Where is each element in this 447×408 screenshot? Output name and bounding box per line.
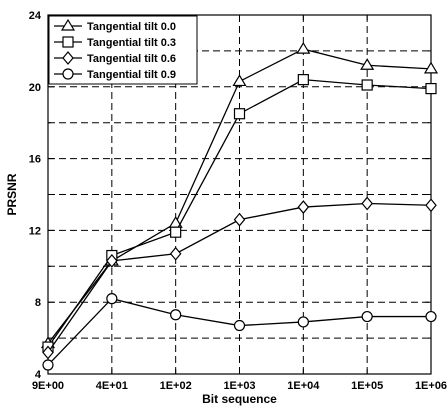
- legend-marker-square: [62, 36, 74, 48]
- x-tick-label: 1E+06: [415, 380, 447, 392]
- data-point-triangle: [360, 58, 375, 70]
- data-point-diamond: [361, 196, 373, 211]
- y-tick-label: 16: [29, 154, 41, 166]
- data-point-diamond: [233, 212, 246, 227]
- data-point-diamond: [42, 345, 54, 360]
- y-tick-label: 4: [35, 369, 42, 381]
- y-tick-label: 20: [29, 82, 41, 94]
- x-tick-label: 1E+04: [287, 380, 320, 392]
- x-tick-label: 1E+05: [351, 380, 383, 392]
- x-tick-label: 4E+01: [96, 380, 128, 392]
- y-tick-label: 8: [35, 297, 41, 309]
- x-tick-label: 1E+02: [160, 380, 192, 392]
- data-point-triangle: [232, 74, 247, 87]
- legend-marker-circle: [62, 68, 74, 80]
- legend-label: Tangential tilt 0.0: [87, 21, 176, 33]
- legend-box: [48, 15, 198, 85]
- data-point-circle: [361, 310, 373, 323]
- data-point-circle: [170, 309, 182, 321]
- y-tick-label: 24: [29, 10, 42, 22]
- data-point-circle: [42, 359, 54, 371]
- legend-label: Tangential tilt 0.9: [87, 69, 176, 81]
- data-point-square: [170, 226, 182, 238]
- series-group: [40, 41, 439, 371]
- y-tick-label: 12: [29, 225, 41, 237]
- data-point-triangle: [296, 41, 311, 54]
- data-point-square: [425, 82, 437, 95]
- data-point-square: [361, 79, 373, 91]
- series-diamond: [42, 196, 437, 360]
- legend-label: Tangential tilt 0.6: [87, 53, 176, 65]
- legend: Tangential tilt 0.0 Tangential tilt 0.3 Ta…: [48, 15, 198, 85]
- legend-marker-diamond: [62, 51, 74, 65]
- axis-ticks: 9E+00 4E+01 1E+02 1E+03 1E+04 1E+05 1E+06 4 8 12 1…: [29, 10, 447, 392]
- y-axis-label: PRSNR: [5, 173, 19, 215]
- data-point-square: [297, 74, 309, 86]
- data-point-diamond: [106, 253, 118, 268]
- data-point-diamond: [297, 200, 310, 215]
- x-tick-label: 1E+03: [223, 380, 255, 392]
- data-point-square: [233, 108, 246, 120]
- data-point-circle: [297, 316, 309, 328]
- x-tick-label: 9E+00: [32, 380, 64, 392]
- data-point-diamond: [169, 246, 182, 261]
- legend-marker-triangle: [60, 18, 76, 31]
- x-axis-label: Bit sequence: [202, 392, 277, 406]
- series-circle: [42, 293, 437, 371]
- data-point-diamond: [425, 198, 437, 213]
- legend-label: Tangential tilt 0.3: [87, 37, 176, 49]
- data-point-circle: [106, 293, 118, 305]
- data-point-circle: [425, 310, 437, 323]
- data-point-circle: [233, 319, 246, 332]
- data-point-triangle: [423, 61, 439, 74]
